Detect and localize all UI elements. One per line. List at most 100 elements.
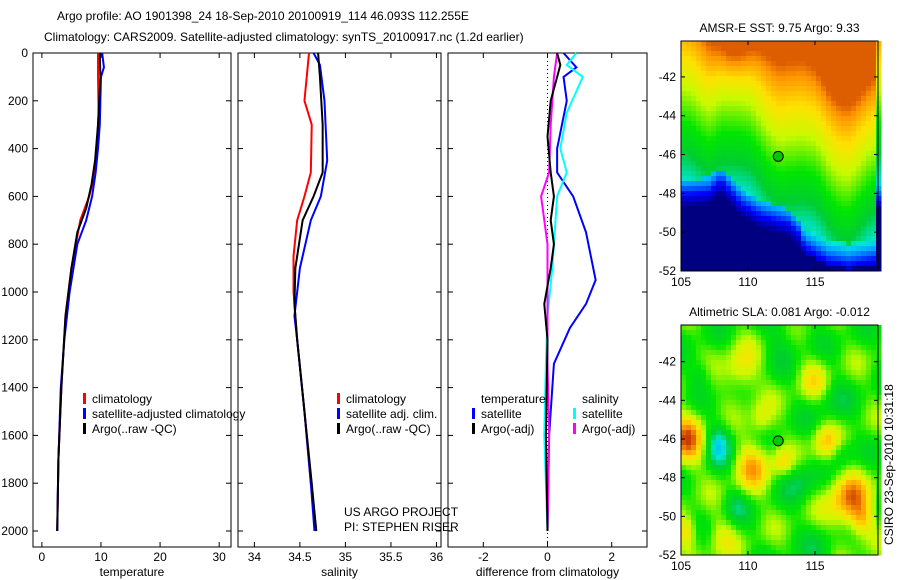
heatmap-cell bbox=[691, 181, 697, 187]
heatmap-cell bbox=[741, 221, 747, 227]
heatmap-cell bbox=[766, 500, 772, 506]
heatmap-cell bbox=[716, 395, 722, 401]
heatmap-cell bbox=[836, 325, 842, 331]
heatmap-cell bbox=[696, 206, 702, 212]
heatmap-cell bbox=[801, 430, 807, 436]
heatmap-cell bbox=[801, 181, 807, 187]
heatmap-cell bbox=[846, 241, 852, 247]
heatmap-cell bbox=[861, 515, 867, 521]
heatmap-cell bbox=[711, 101, 717, 107]
heatmap-cell bbox=[786, 370, 792, 376]
heatmap-cell bbox=[856, 380, 862, 386]
heatmap-cell bbox=[731, 510, 737, 516]
heatmap-cell bbox=[756, 450, 762, 456]
heatmap-cell bbox=[691, 420, 697, 426]
heatmap-cell bbox=[776, 325, 782, 331]
heatmap-cell bbox=[871, 126, 877, 132]
heatmap-cell bbox=[716, 475, 722, 481]
heatmap-cell bbox=[681, 365, 687, 371]
heatmap-cell bbox=[746, 430, 752, 436]
heatmap-cell bbox=[726, 450, 732, 456]
heatmap-cell bbox=[781, 176, 787, 182]
heatmap-cell bbox=[871, 166, 877, 172]
heatmap-cell bbox=[801, 505, 807, 511]
heatmap-cell bbox=[761, 325, 767, 331]
heatmap-cell bbox=[831, 390, 837, 396]
heatmap-cell bbox=[826, 96, 832, 102]
heatmap-cell bbox=[831, 246, 837, 252]
heatmap-cell bbox=[716, 241, 722, 247]
heatmap-cell bbox=[831, 375, 837, 381]
heatmap-cell bbox=[766, 400, 772, 406]
heatmap-cell bbox=[791, 460, 797, 466]
legend-label: Argo(-adj) bbox=[582, 422, 635, 436]
heatmap-cell bbox=[731, 116, 737, 122]
heatmap-cell bbox=[721, 216, 727, 222]
heatmap-cell bbox=[761, 490, 767, 496]
heatmap-cell bbox=[841, 340, 847, 346]
heatmap-cell bbox=[721, 111, 727, 117]
heatmap-cell bbox=[716, 176, 722, 182]
heatmap-cell bbox=[751, 450, 757, 456]
heatmap-cell bbox=[836, 161, 842, 167]
heatmap-cell bbox=[871, 495, 877, 501]
heatmap-cell bbox=[811, 340, 817, 346]
heatmap-cell bbox=[816, 495, 822, 501]
heatmap-cell bbox=[761, 256, 767, 262]
heatmap-cell bbox=[821, 111, 827, 117]
heatmap-cell bbox=[761, 465, 767, 471]
heatmap-cell bbox=[726, 41, 732, 47]
y-tick-label: -48 bbox=[659, 186, 677, 200]
heatmap-cell bbox=[736, 161, 742, 167]
heatmap-cell bbox=[691, 56, 697, 62]
map-title: AMSR-E SST: 9.75 Argo: 9.33 bbox=[699, 21, 859, 35]
heatmap-cell bbox=[751, 181, 757, 187]
heatmap-cell bbox=[701, 261, 707, 267]
heatmap-cell bbox=[801, 96, 807, 102]
heatmap-cell bbox=[846, 201, 852, 207]
heatmap-cell bbox=[766, 81, 772, 87]
heatmap-cell bbox=[681, 86, 687, 92]
heatmap-cell bbox=[701, 181, 707, 187]
heatmap-cell bbox=[716, 211, 722, 217]
heatmap-cell bbox=[711, 256, 717, 262]
heatmap-cell bbox=[806, 440, 812, 446]
heatmap-cell bbox=[681, 51, 687, 57]
heatmap-cell bbox=[871, 101, 877, 107]
heatmap-cell bbox=[876, 340, 882, 346]
heatmap-cell bbox=[846, 520, 852, 526]
heatmap-cell bbox=[851, 475, 857, 481]
heatmap-cell bbox=[861, 91, 867, 97]
heatmap-cell bbox=[691, 450, 697, 456]
heatmap-cell bbox=[706, 91, 712, 97]
heatmap-cell bbox=[681, 460, 687, 466]
heatmap-cell bbox=[716, 261, 722, 267]
heatmap-cell bbox=[796, 241, 802, 247]
heatmap-cell bbox=[681, 480, 687, 486]
x-axis-label: temperature bbox=[100, 565, 165, 579]
heatmap-cell bbox=[831, 440, 837, 446]
heatmap-cell bbox=[726, 256, 732, 262]
heatmap-cell bbox=[801, 216, 807, 222]
heatmap-cell bbox=[741, 380, 747, 386]
heatmap-cell bbox=[831, 196, 837, 202]
heatmap-cell bbox=[751, 66, 757, 72]
heatmap-cell bbox=[756, 350, 762, 356]
heatmap-cell bbox=[741, 365, 747, 371]
heatmap-cell bbox=[701, 191, 707, 197]
heatmap-cell bbox=[716, 101, 722, 107]
heatmap-cell bbox=[726, 251, 732, 257]
heatmap-cell bbox=[861, 335, 867, 341]
heatmap-cell bbox=[866, 121, 872, 127]
heatmap-cell bbox=[726, 76, 732, 82]
heatmap-cell bbox=[811, 261, 817, 267]
heatmap-cell bbox=[711, 81, 717, 87]
heatmap-cell bbox=[866, 520, 872, 526]
heatmap-cell bbox=[836, 345, 842, 351]
heatmap-cell bbox=[876, 530, 882, 536]
heatmap-cell bbox=[706, 355, 712, 361]
heatmap-cell bbox=[681, 395, 687, 401]
heatmap-cell bbox=[706, 111, 712, 117]
heatmap-cell bbox=[826, 325, 832, 331]
heatmap-cell bbox=[781, 106, 787, 112]
